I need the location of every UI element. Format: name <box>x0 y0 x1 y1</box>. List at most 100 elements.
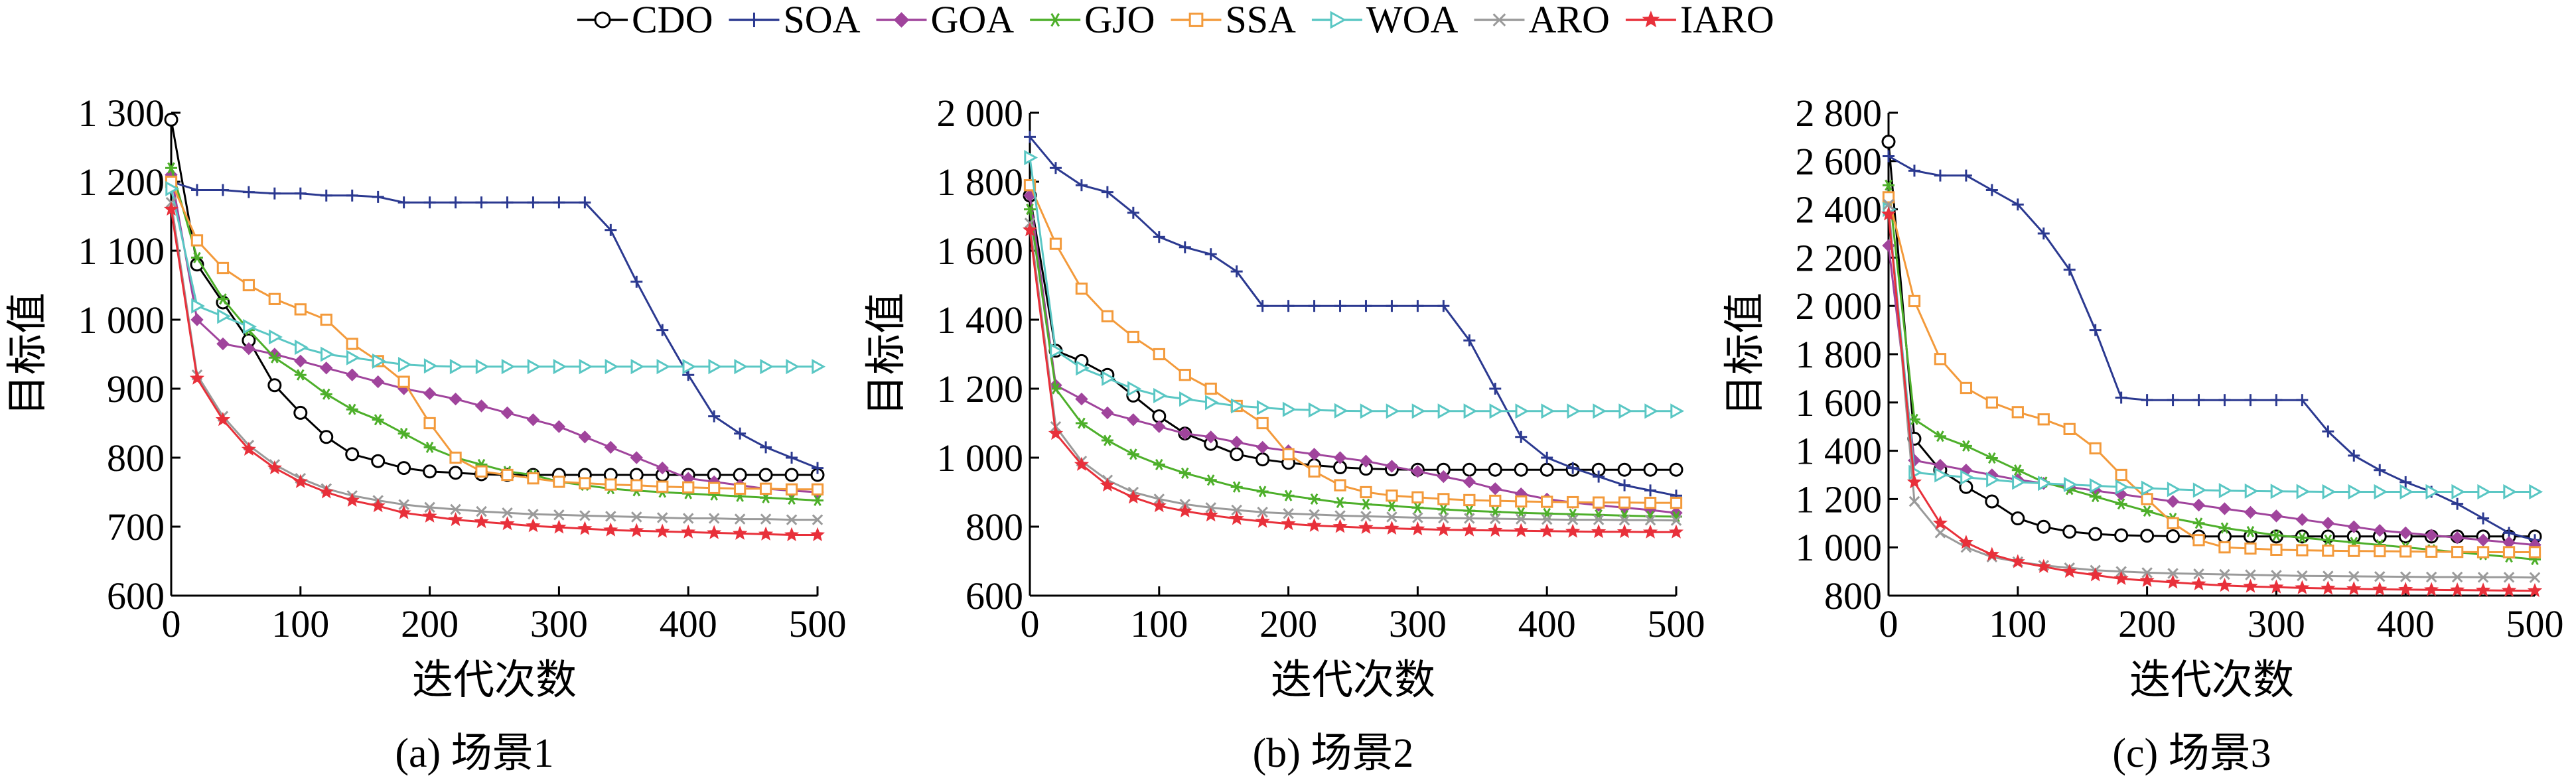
data-point-iaro <box>1958 535 1973 549</box>
data-point-soa <box>1515 430 1528 443</box>
y-tick-label: 1 000 <box>1796 526 1883 569</box>
data-point-gjo <box>1934 430 1946 442</box>
data-point-iaro <box>1906 474 1922 489</box>
data-point-aro <box>2477 572 2489 583</box>
data-point-soa <box>1179 241 1191 253</box>
data-point-aro <box>2348 570 2360 582</box>
data-point-soa <box>2477 512 2490 525</box>
data-point-soa <box>605 224 617 236</box>
data-point-iaro <box>1642 524 1658 539</box>
panel-caption: (b) 场景2 <box>1253 731 1414 776</box>
data-point-soa <box>734 427 747 440</box>
data-point-woa <box>295 340 309 356</box>
data-point-gjo <box>2192 517 2205 529</box>
chart-panel-c: 800 1 000 1 200 1 400 1 600 1 800 2 000 2 200 2 … <box>1723 92 2564 776</box>
data-point-soa <box>1934 169 1946 182</box>
series-woa <box>1024 150 1685 419</box>
data-point-ssa <box>708 482 721 494</box>
data-point-woa <box>1282 401 1297 417</box>
series-line-aro <box>170 202 818 521</box>
data-point-woa <box>2270 484 2285 499</box>
data-point-soa <box>2192 394 2205 407</box>
y-tick-label: 800 <box>1824 574 1882 618</box>
data-point-goa <box>2295 513 2309 527</box>
data-point-aro <box>1464 513 1475 524</box>
data-point-goa <box>242 342 255 356</box>
series-iaro <box>1022 222 1684 539</box>
data-point-iaro <box>2217 578 2232 592</box>
data-point-aro <box>502 507 513 519</box>
data-point-goa <box>2425 529 2438 542</box>
data-point-ssa <box>2063 423 2076 435</box>
data-point-iaro <box>500 516 515 531</box>
x-tick-label: 500 <box>789 602 847 645</box>
data-point-iaro <box>422 508 437 523</box>
legend-label-gjo: GJO <box>1084 0 1155 41</box>
data-point-iaro <box>2191 576 2206 591</box>
data-point-ssa <box>1386 490 1398 502</box>
data-point-aro <box>631 511 642 523</box>
data-point-aro <box>450 503 461 515</box>
data-point-soa <box>346 189 358 202</box>
y-tick-label: 2 600 <box>1796 140 1883 183</box>
data-point-woa <box>630 359 645 375</box>
data-point-iaro <box>784 527 800 542</box>
data-point-aro <box>2245 569 2256 580</box>
legend: CDO SOA GOA GJO SSA WOA ARO IARO <box>577 0 1774 41</box>
data-point-gjo <box>190 251 203 263</box>
data-point-ssa <box>1153 348 1165 361</box>
data-point-iaro <box>344 492 360 507</box>
data-point-ssa <box>2141 493 2153 505</box>
data-point-goa <box>552 420 566 433</box>
data-point-iaro <box>319 484 334 499</box>
data-point-ssa <box>1489 494 1502 507</box>
data-point-gjo <box>1204 474 1217 486</box>
data-point-woa <box>475 359 490 375</box>
chart-panel-a: 600 700 800 900 1 000 1 100 1 200 1 300 0 100 200 3… <box>5 92 847 776</box>
data-point-iaro <box>2450 582 2465 597</box>
data-point-aro <box>1438 512 1449 524</box>
data-point-soa <box>1256 300 1269 312</box>
data-point-gjo <box>2011 464 2024 476</box>
y-tick-label: 1 000 <box>937 436 1024 480</box>
data-point-ssa <box>1541 495 1553 508</box>
data-point-aro <box>1541 513 1553 525</box>
legend-marker-goa <box>893 12 910 28</box>
y-tick-label: 1 800 <box>1796 333 1883 376</box>
data-point-goa <box>578 430 592 444</box>
data-point-ssa <box>2192 534 2205 547</box>
data-point-woa <box>2374 484 2388 500</box>
data-point-soa <box>475 196 488 209</box>
data-point-ssa <box>190 234 204 247</box>
data-point-iaro <box>733 525 748 540</box>
legend-item-aro: ARO <box>1474 0 1610 41</box>
data-point-iaro <box>2475 582 2491 597</box>
data-point-woa <box>1179 391 1193 407</box>
data-point-soa <box>501 196 514 209</box>
data-point-gjo <box>320 388 332 400</box>
data-point-ssa <box>397 375 410 388</box>
data-point-iaro <box>1151 498 1167 513</box>
data-point-iaro <box>1881 206 1896 221</box>
data-point-woa <box>397 357 412 373</box>
x-axis-label: 迭代次数 <box>1271 658 1435 703</box>
y-tick-label: 2 800 <box>1796 92 1883 135</box>
legend-marker-iaro <box>1642 11 1660 28</box>
data-point-soa <box>1593 470 1605 483</box>
data-point-ssa <box>1179 369 1191 381</box>
data-point-cdo <box>267 378 282 393</box>
data-point-cdo <box>371 454 386 468</box>
data-point-iaro <box>1932 515 1948 530</box>
data-point-gjo <box>2115 498 2127 510</box>
data-point-iaro <box>1591 524 1607 539</box>
data-point-woa <box>1463 403 1478 419</box>
data-point-iaro <box>2398 582 2413 596</box>
data-point-soa <box>1024 131 1036 143</box>
data-point-woa <box>656 359 671 375</box>
data-point-gjo <box>294 369 307 381</box>
data-point-iaro <box>810 527 825 542</box>
data-point-cdo <box>2088 527 2103 541</box>
data-point-woa <box>786 359 800 375</box>
data-point-iaro <box>2424 582 2439 596</box>
data-point-woa <box>1360 403 1374 419</box>
